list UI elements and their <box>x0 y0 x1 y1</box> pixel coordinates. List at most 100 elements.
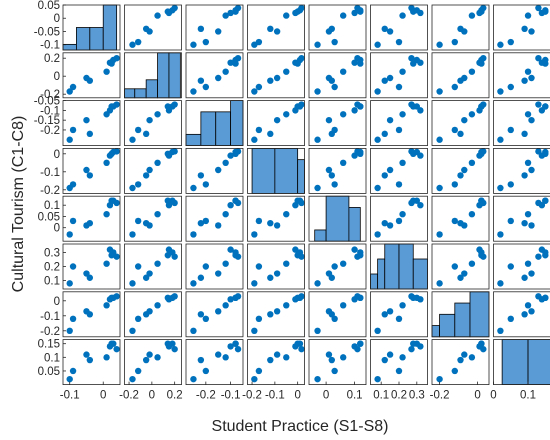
scatter-point <box>273 308 281 315</box>
scatter-point <box>340 159 347 166</box>
scatter-point <box>232 294 239 301</box>
scatter-point <box>255 126 263 134</box>
panel-frame <box>493 339 550 386</box>
panel-frame <box>62 195 121 242</box>
scatter-point <box>340 302 347 309</box>
histogram-bar <box>348 207 361 242</box>
scatter-point <box>83 270 90 277</box>
panel-frame <box>370 243 428 290</box>
scatter-point <box>222 354 229 361</box>
panel-frame <box>308 100 367 146</box>
scatter-point <box>528 28 535 35</box>
histogram-bar <box>454 302 471 338</box>
scatter-point <box>298 345 305 353</box>
histogram-bar <box>168 52 181 99</box>
scatter-point <box>232 197 239 204</box>
scatter-point <box>113 148 120 155</box>
scatter-point <box>528 270 535 277</box>
scatter-point <box>69 367 77 375</box>
scatter-point <box>129 231 136 238</box>
scatter-point <box>325 351 333 358</box>
scatter-point <box>215 222 222 229</box>
scatter-point <box>357 8 364 15</box>
scatter-point <box>381 311 388 318</box>
scatter-point <box>497 280 504 287</box>
y-tick-label: 0.2 <box>44 262 60 274</box>
y-tick-label: -0.05 <box>34 96 60 108</box>
scatter-point <box>227 296 234 303</box>
scatter-point <box>410 197 417 204</box>
scatter-point <box>331 181 338 188</box>
scatter-point <box>528 222 535 229</box>
scatter-point <box>164 197 172 204</box>
histogram-bar <box>200 111 217 146</box>
x-tick-label: -0.2 <box>119 390 139 402</box>
histogram-bar <box>469 291 490 338</box>
scatter-point <box>227 9 234 17</box>
scatter-point <box>134 263 142 270</box>
scatter-point <box>457 130 464 138</box>
scatter-point <box>283 354 290 361</box>
scatter-point <box>273 351 281 358</box>
scatter-point <box>507 83 514 91</box>
scatter-point <box>507 217 514 225</box>
scatter-point <box>267 130 274 138</box>
scatter-point <box>461 222 468 229</box>
scatter-point <box>325 270 333 277</box>
scatter-point <box>255 367 263 375</box>
panel-frame <box>62 147 121 194</box>
scatter-point <box>340 111 347 118</box>
scatter-point <box>399 12 406 19</box>
scatter-point <box>436 88 443 95</box>
scatter-point <box>314 88 321 95</box>
scatter-point <box>314 375 321 383</box>
scatter-point <box>468 211 476 218</box>
panel-frame <box>247 195 305 242</box>
scatter-point <box>340 260 347 267</box>
scatter-point <box>386 74 394 82</box>
scatter-point <box>171 199 178 207</box>
y-axis-label: Cultural Tourism (C1-C8) <box>10 116 27 293</box>
scatter-point <box>395 217 403 225</box>
scatter-point <box>283 260 290 267</box>
scatter-point <box>314 327 321 334</box>
histogram-bar <box>134 88 147 99</box>
x-tick-label: 0 <box>294 390 300 402</box>
scatter-point <box>108 252 115 259</box>
scatter-point <box>66 88 73 95</box>
y-tick-label: 0 <box>54 223 60 235</box>
scatter-point <box>497 41 504 48</box>
scatter-point <box>451 263 458 270</box>
scatter-point <box>457 356 464 364</box>
scatter-point <box>417 296 424 303</box>
scatter-point <box>386 166 394 174</box>
scatter-point <box>524 159 532 166</box>
scatter-point <box>417 202 424 209</box>
scatter-point <box>215 28 222 35</box>
panel-frame <box>124 100 182 146</box>
scatter-point <box>202 217 210 225</box>
scatter-point <box>395 38 403 46</box>
scatter-point <box>351 343 358 350</box>
scatter-point <box>399 302 406 309</box>
scatter-point <box>267 356 274 364</box>
scatter-point <box>66 375 73 383</box>
x-tick-label: -0.1 <box>60 390 80 402</box>
scatter-point <box>351 246 358 253</box>
scatter-point <box>480 55 487 62</box>
scatter-point <box>507 38 514 46</box>
y-tick-label: 0 <box>54 13 60 25</box>
panel-frame <box>247 291 305 338</box>
scatter-point <box>436 231 443 238</box>
y-tick-label: 0 <box>54 71 60 83</box>
scatter-point <box>267 220 274 227</box>
scatter-point <box>331 367 338 375</box>
scatter-point <box>524 302 532 309</box>
scatter-point <box>113 345 120 353</box>
scatter-point <box>146 351 153 358</box>
scatter-point <box>542 294 549 301</box>
panel-frame <box>185 100 244 146</box>
scatter-point <box>436 375 443 383</box>
scatter-point <box>66 136 73 143</box>
scatter-point <box>399 159 406 166</box>
